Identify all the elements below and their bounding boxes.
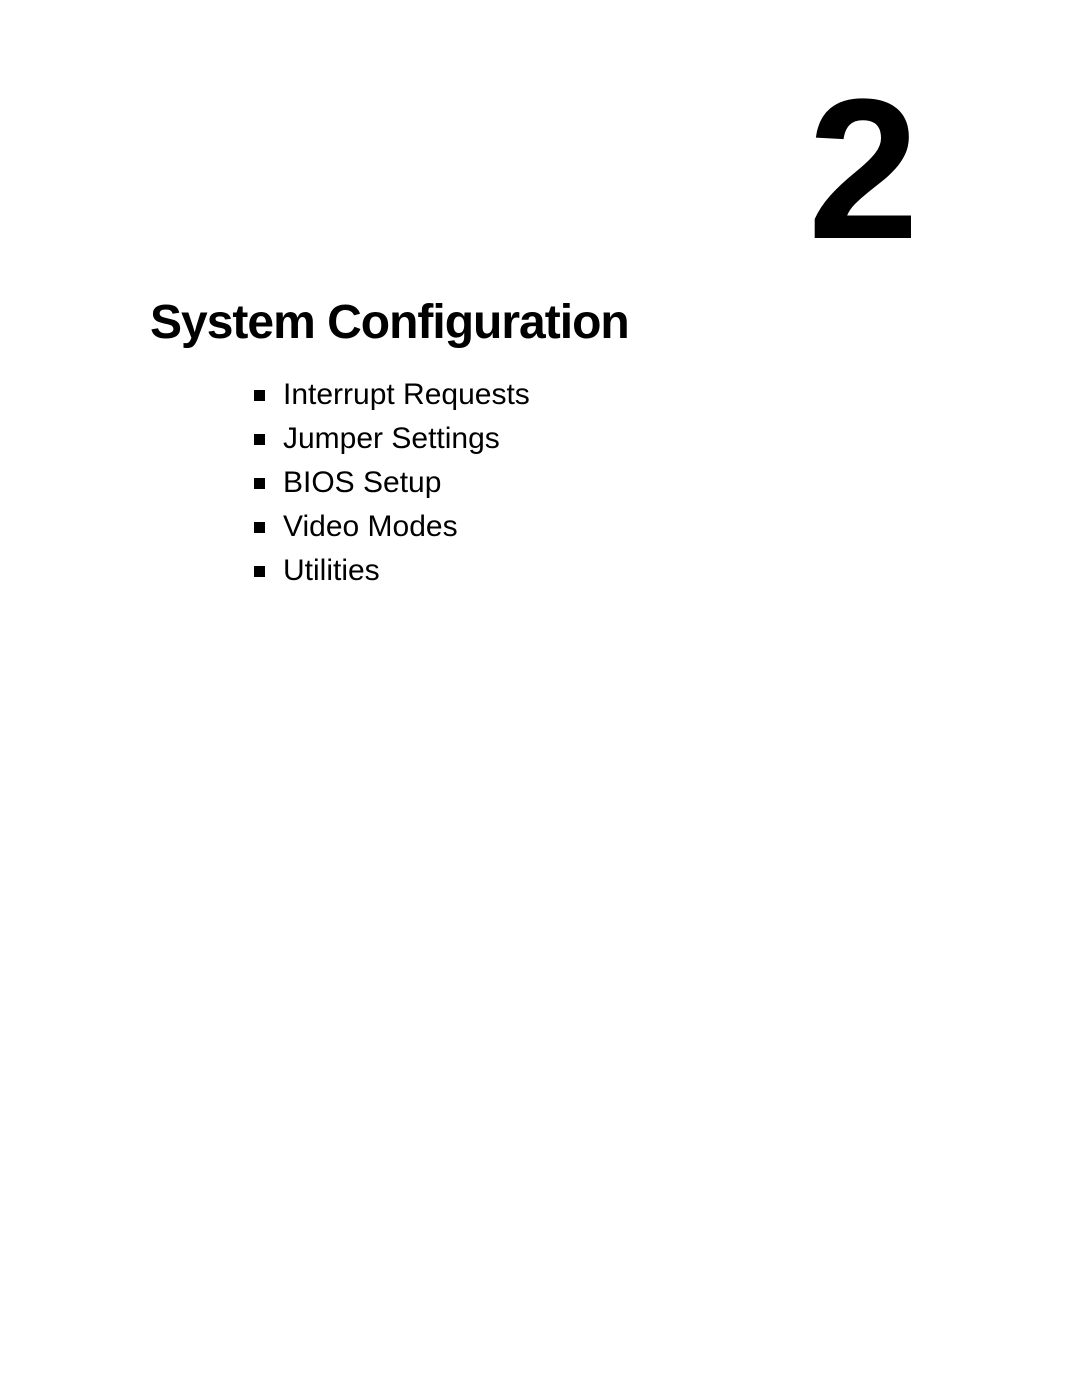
toc-label: Jumper Settings (283, 422, 500, 456)
toc-item: Utilities (254, 554, 530, 588)
toc-label: BIOS Setup (283, 466, 441, 500)
toc-item: Interrupt Requests (254, 378, 530, 412)
toc-label: Video Modes (283, 510, 458, 544)
toc-label: Utilities (283, 554, 380, 588)
square-bullet-icon (254, 434, 265, 445)
square-bullet-icon (254, 522, 265, 533)
square-bullet-icon (254, 390, 265, 401)
square-bullet-icon (254, 478, 265, 489)
toc-item: Video Modes (254, 510, 530, 544)
chapter-title: System Configuration (150, 295, 629, 350)
document-page: 2 System Configuration Interrupt Request… (0, 0, 1080, 1397)
chapter-number: 2 (808, 70, 915, 270)
toc-list: Interrupt Requests Jumper Settings BIOS … (254, 378, 530, 598)
toc-item: BIOS Setup (254, 466, 530, 500)
toc-label: Interrupt Requests (283, 378, 530, 412)
square-bullet-icon (254, 566, 265, 577)
toc-item: Jumper Settings (254, 422, 530, 456)
